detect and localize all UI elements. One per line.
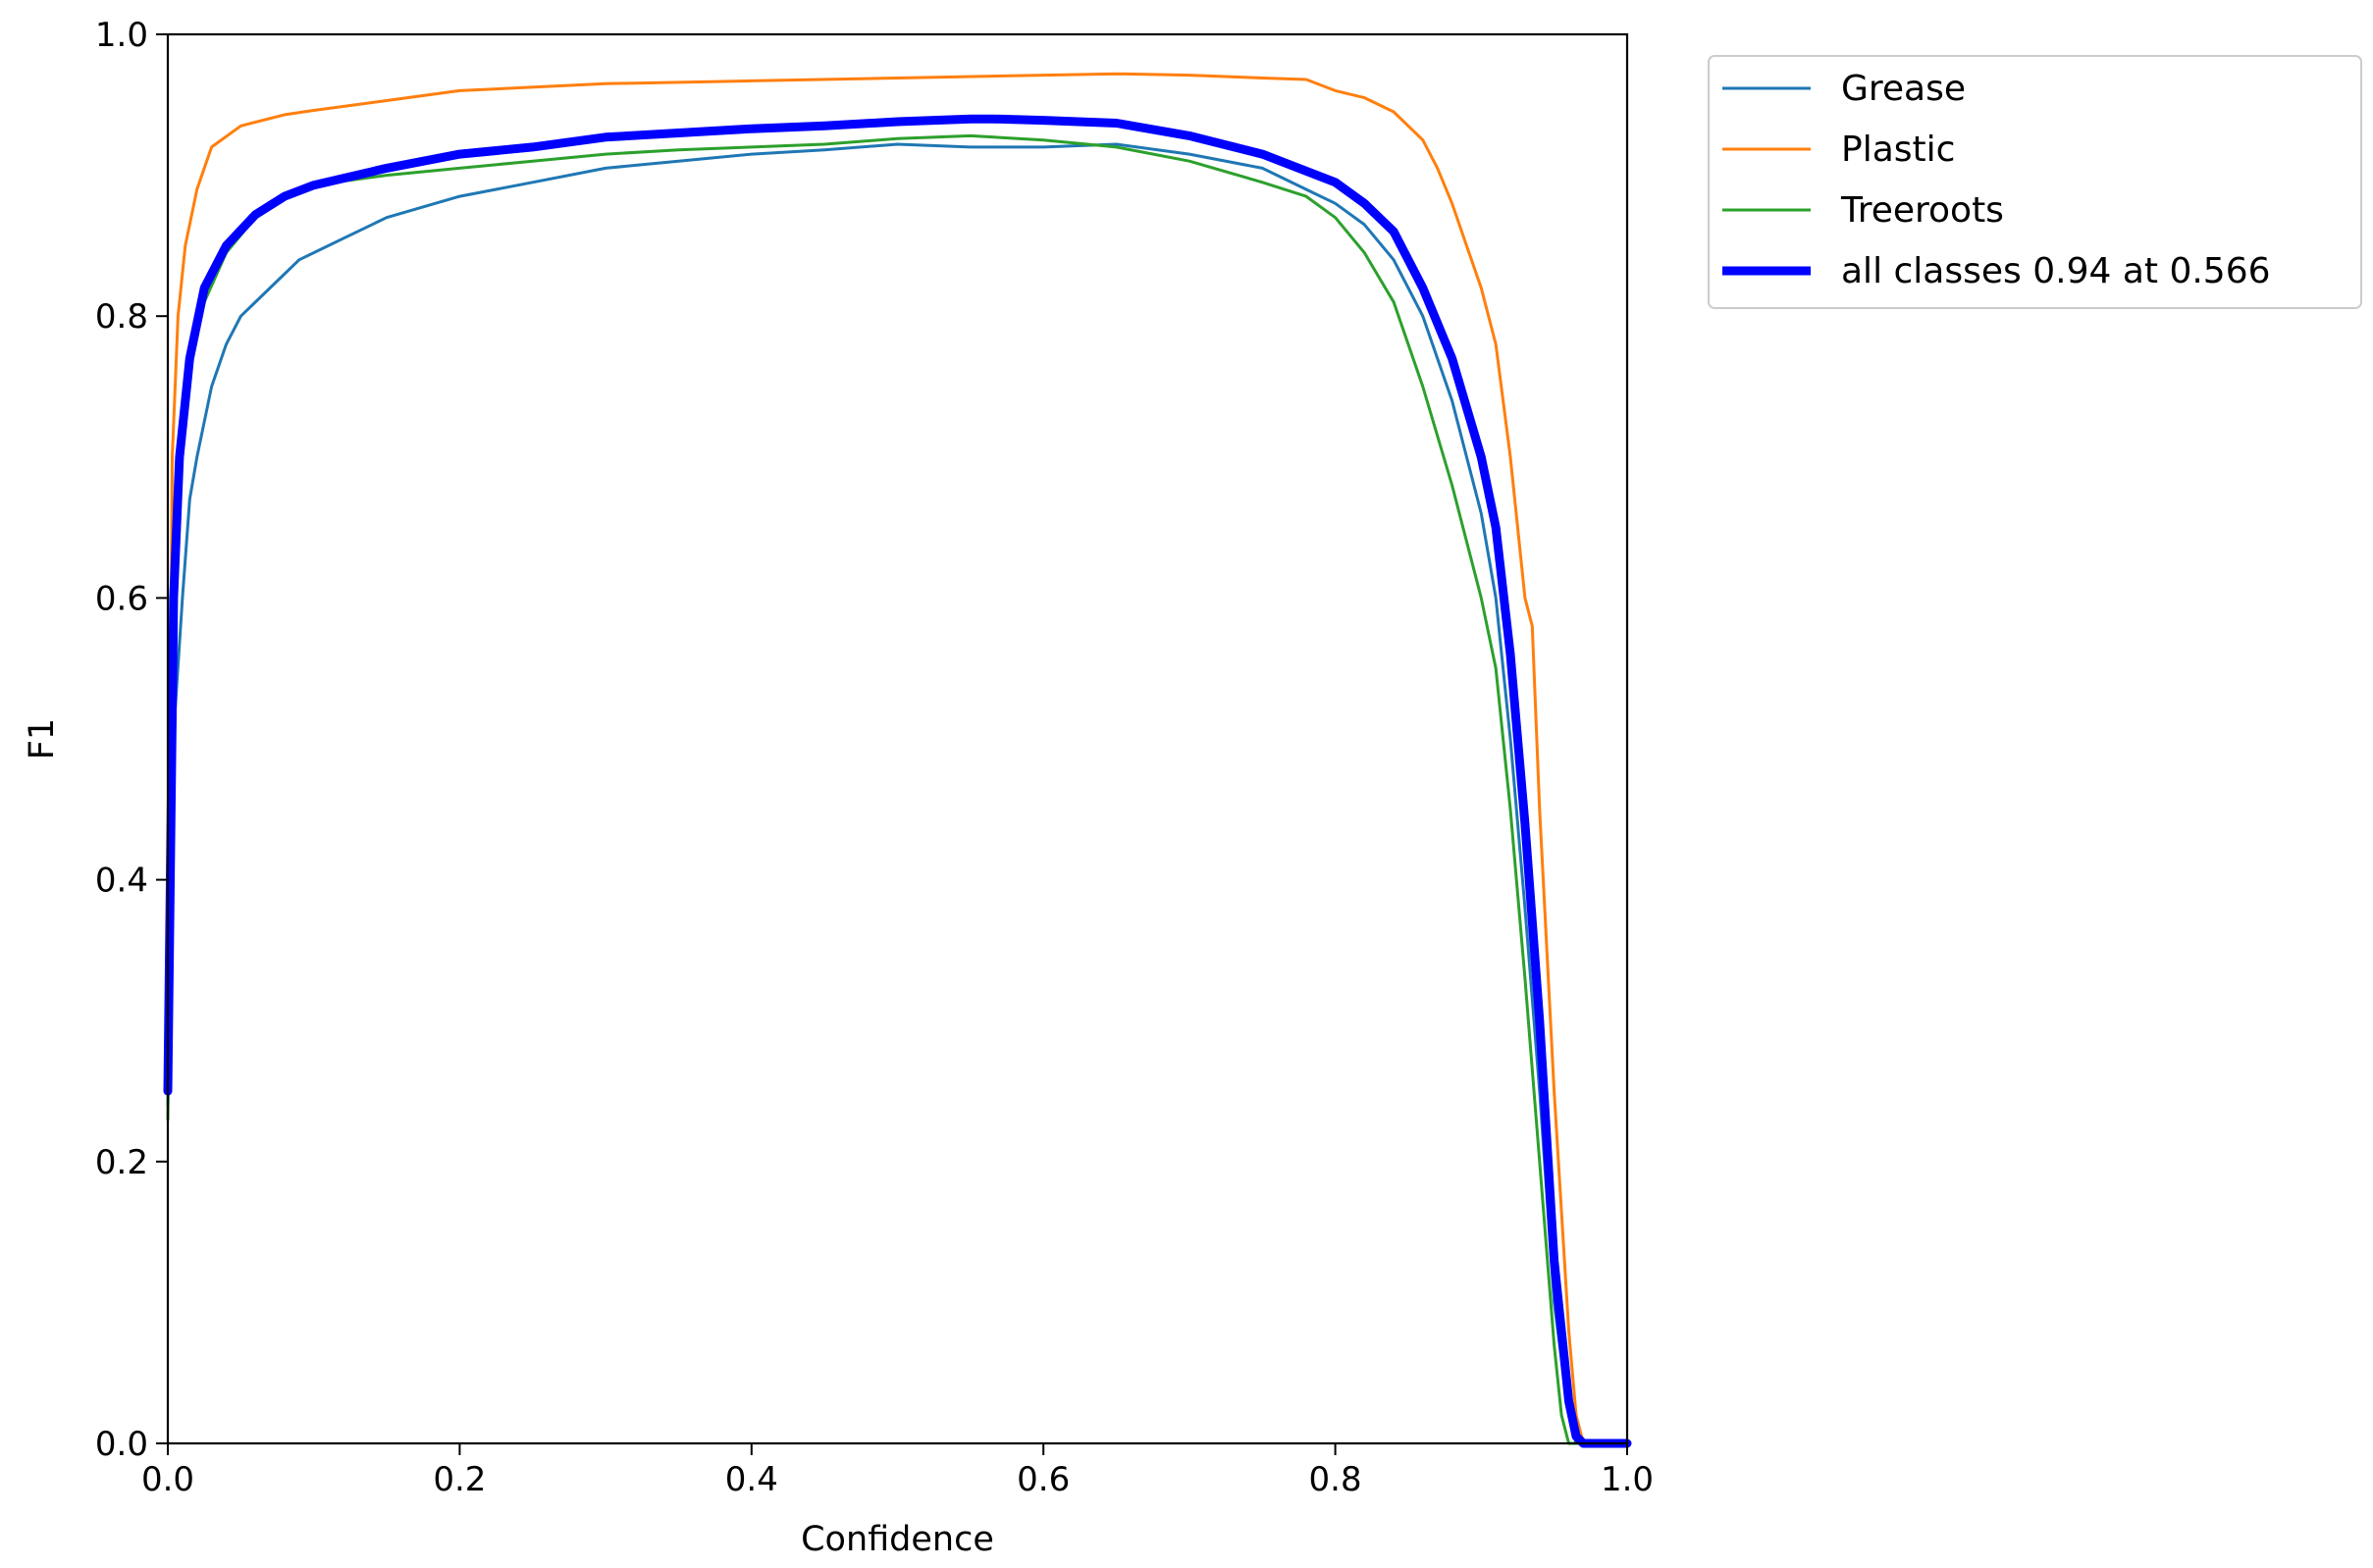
x-tick-label: 1.0 [1601, 1460, 1654, 1499]
x-tick-label: 0.0 [141, 1460, 194, 1499]
y-tick-label: 0.0 [95, 1425, 148, 1464]
legend-label-grease: Grease [1841, 69, 1966, 109]
x-tick-label: 0.8 [1309, 1460, 1362, 1499]
series-line-plastic [166, 72, 1629, 1445]
x-axis-label: Confidence [801, 1520, 994, 1559]
series-line-all-classes-0-94-at-0-566 [163, 114, 1632, 1448]
x-tick-label: 0.2 [433, 1460, 486, 1499]
y-tick-label: 0.2 [95, 1143, 148, 1182]
x-tick-label: 0.6 [1017, 1460, 1070, 1499]
x-axis-ticks: 0.0 0.2 0.4 0.6 0.8 1.0 [141, 1443, 1654, 1499]
legend-label-plastic: Plastic [1841, 130, 1955, 170]
plot-frame [166, 32, 1629, 1445]
legend-frame [1708, 55, 2362, 309]
legend: Grease Plastic Treeroots all classes 0.94 a… [1708, 55, 2362, 309]
x-tick-label: 0.4 [725, 1460, 778, 1499]
y-tick-label: 0.4 [95, 862, 148, 901]
y-tick-label: 0.6 [95, 579, 148, 618]
legend-label-all-classes-0-94-at-0-566: all classes 0.94 at 0.566 [1841, 251, 2271, 291]
y-axis-label: F1 [23, 718, 62, 759]
series-lines [163, 72, 1632, 1448]
y-tick-label: 1.0 [95, 16, 148, 55]
series-line-grease [166, 142, 1629, 1445]
y-tick-label: 0.8 [95, 297, 148, 337]
y-axis-ticks: 0.0 0.2 0.4 0.6 0.8 1.0 [95, 16, 168, 1464]
legend-label-treeroots: Treeroots [1840, 190, 2004, 231]
